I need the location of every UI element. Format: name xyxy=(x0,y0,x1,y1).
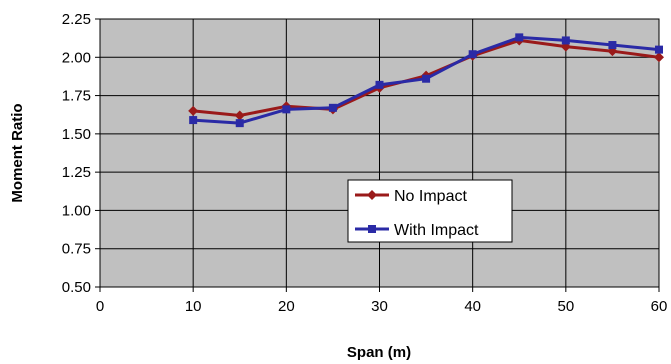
data-point xyxy=(561,36,570,45)
data-point xyxy=(328,103,337,112)
y-axis-title: Moment Ratio xyxy=(9,103,26,202)
x-axis-title: Span (m) xyxy=(347,344,411,361)
legend-label-no-impact: No Impact xyxy=(394,188,467,205)
series-layer xyxy=(188,33,664,128)
legend-marker-no-impact xyxy=(367,190,377,200)
tick-labels: 0.50 0.75 1.00 1.25 1.50 1.75 2.00 2.25 0 10 20 30 4… xyxy=(62,11,668,315)
y-tick-label: 2.00 xyxy=(62,49,91,66)
x-tick-label: 30 xyxy=(371,298,388,315)
data-point xyxy=(655,45,663,54)
y-tick-label: 1.25 xyxy=(62,164,91,181)
data-point xyxy=(515,33,524,42)
data-point xyxy=(234,110,245,121)
y-tick-label: 0.75 xyxy=(62,241,91,258)
x-tick-label: 60 xyxy=(651,298,668,315)
data-point xyxy=(235,119,244,128)
x-tick-label: 10 xyxy=(185,298,202,315)
series-with-impact xyxy=(189,33,663,128)
legend-marker-with-impact xyxy=(368,225,376,233)
x-tick-label: 50 xyxy=(557,298,574,315)
y-tick-label: 0.50 xyxy=(62,279,91,296)
y-tick-label: 1.00 xyxy=(62,202,91,219)
legend-label-with-impact: With Impact xyxy=(394,222,479,239)
data-point xyxy=(422,74,431,83)
data-point xyxy=(188,105,199,116)
x-tick-label: 0 xyxy=(96,298,104,315)
data-point xyxy=(282,105,291,114)
data-point xyxy=(608,41,617,50)
y-tick-label: 1.75 xyxy=(62,88,91,105)
data-point xyxy=(654,52,664,63)
x-tick-label: 40 xyxy=(464,298,481,315)
legend: No Impact With Impact xyxy=(347,179,513,243)
data-point xyxy=(189,116,198,125)
x-tick-label: 20 xyxy=(278,298,295,315)
y-tick-label: 1.50 xyxy=(62,126,91,143)
gridlines xyxy=(100,19,659,287)
data-point xyxy=(468,50,477,59)
data-point xyxy=(375,80,384,89)
axes xyxy=(95,18,660,292)
y-tick-label: 2.25 xyxy=(62,11,91,28)
